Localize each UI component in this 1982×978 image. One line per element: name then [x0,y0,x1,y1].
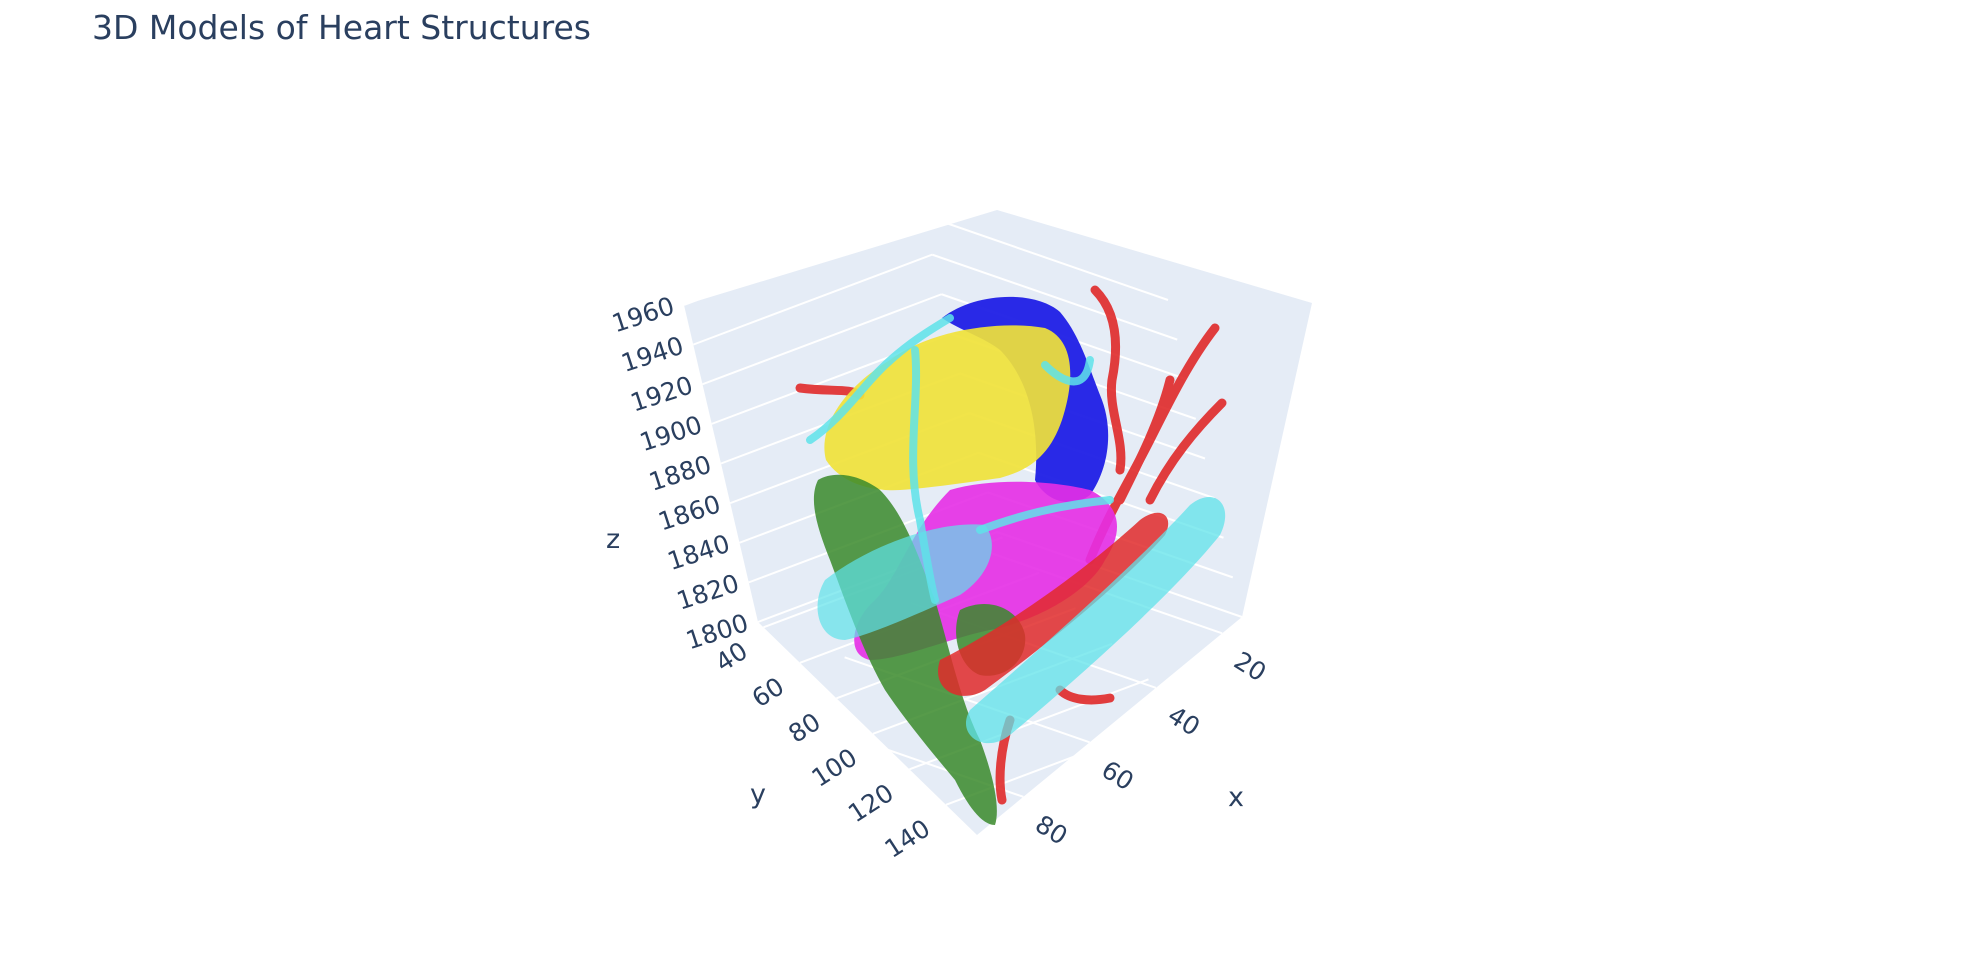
y-tick-label: 140 [879,814,935,864]
structure-blue[interactable] [942,296,1109,503]
heart-structures[interactable] [795,285,1227,825]
x-axis-title: x [1228,782,1244,813]
z-gridline-right [922,214,1169,301]
y-tick-label: 80 [783,707,825,749]
z-gridline-left [702,293,942,386]
x-tick-label: 40 [1163,700,1205,741]
z-gridline-left [692,253,933,346]
z-tick-label: 1900 [636,410,705,457]
y-tick-label: 60 [747,672,789,714]
z-tick-label: 1940 [618,331,687,378]
z-tick-label: 1960 [608,291,677,338]
z-tick-label: 1880 [645,450,714,497]
z-tick-label: 1920 [627,370,696,417]
z-tick-label: 1860 [655,489,724,536]
z-tick-label: 1820 [673,569,742,616]
y-tick-label: 100 [806,743,862,793]
structure-cyan-tube-front[interactable] [965,496,1226,744]
y-tick-label: 120 [843,778,899,828]
structure-red-band[interactable] [938,512,1169,696]
x-tick-label: 80 [1030,809,1072,850]
y-axis-title: y [750,779,766,810]
structure-cyan-tube-left[interactable] [817,524,992,640]
z-gridline-left [683,214,924,306]
z-axis-title: z [606,524,620,555]
z-gridline-right [931,253,1178,341]
x-tick-label: 60 [1096,755,1138,796]
x-tick-label: 20 [1229,646,1271,687]
z-tick-label: 1840 [664,529,733,576]
structure-cyan-vessels[interactable] [806,314,1114,604]
chart-title: 3D Models of Heart Structures [92,8,591,47]
